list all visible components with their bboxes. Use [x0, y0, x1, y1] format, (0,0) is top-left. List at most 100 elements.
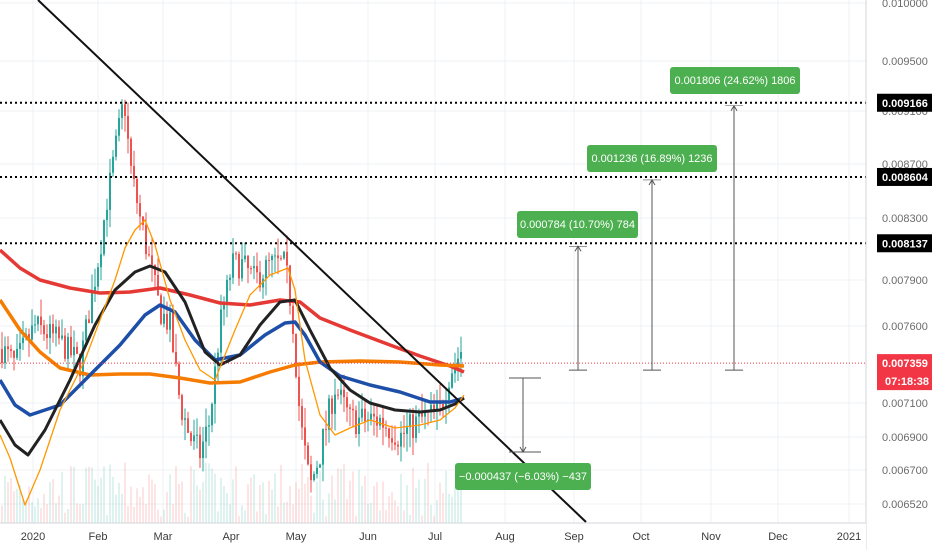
candle-body[interactable] — [445, 400, 447, 408]
candle-body[interactable] — [370, 413, 372, 420]
candle-body[interactable] — [205, 426, 207, 442]
candle-body[interactable] — [247, 255, 249, 269]
candle-body[interactable] — [10, 349, 12, 351]
candle-body[interactable] — [343, 389, 345, 398]
candle-body[interactable] — [328, 398, 330, 430]
candle-body[interactable] — [163, 313, 165, 324]
candle-body[interactable] — [52, 323, 54, 334]
candle-body[interactable] — [418, 412, 420, 417]
candle-body[interactable] — [211, 403, 213, 426]
trendline[interactable] — [37, 0, 587, 523]
candle-body[interactable] — [379, 417, 381, 426]
candle-body[interactable] — [388, 428, 390, 439]
candle-body[interactable] — [118, 117, 120, 136]
candle-body[interactable] — [301, 406, 303, 428]
candle-body[interactable] — [34, 324, 36, 326]
candle-body[interactable] — [160, 295, 162, 324]
candle-body[interactable] — [175, 351, 177, 364]
candle-body[interactable] — [394, 442, 396, 445]
candle-body[interactable] — [16, 348, 18, 358]
candle-body[interactable] — [385, 427, 387, 429]
candle-body[interactable] — [130, 138, 132, 166]
candle-body[interactable] — [106, 209, 108, 221]
candle-body[interactable] — [88, 319, 90, 324]
candle-body[interactable] — [76, 346, 78, 354]
candle-body[interactable] — [451, 373, 453, 388]
candle-body[interactable] — [391, 438, 393, 443]
candle-body[interactable] — [433, 404, 435, 411]
candle-body[interactable] — [289, 265, 291, 306]
candle-body[interactable] — [430, 404, 432, 412]
candle-body[interactable] — [262, 278, 264, 288]
candle-body[interactable] — [31, 325, 33, 340]
candle-body[interactable] — [1, 349, 3, 363]
candle-body[interactable] — [283, 251, 285, 259]
candle-body[interactable] — [64, 335, 66, 359]
candle-body[interactable] — [331, 398, 333, 414]
candle-body[interactable] — [55, 326, 57, 334]
candle-body[interactable] — [172, 312, 174, 352]
candle-body[interactable] — [226, 279, 228, 305]
candle-body[interactable] — [253, 266, 255, 269]
candle-body[interactable] — [436, 401, 438, 411]
candle-body[interactable] — [259, 272, 261, 288]
candle-body[interactable] — [121, 104, 123, 118]
candle-body[interactable] — [334, 394, 336, 414]
candle-body[interactable] — [85, 319, 87, 341]
candle-body[interactable] — [82, 340, 84, 377]
candle-body[interactable] — [424, 410, 426, 417]
candle-body[interactable] — [97, 267, 99, 287]
candle-body[interactable] — [94, 286, 96, 292]
candle-body[interactable] — [409, 414, 411, 428]
candle-body[interactable] — [241, 259, 243, 279]
candle-body[interactable] — [187, 418, 189, 433]
candle-body[interactable] — [43, 325, 45, 335]
candle-body[interactable] — [37, 316, 39, 325]
candle-body[interactable] — [304, 427, 306, 446]
candle-body[interactable] — [202, 441, 204, 459]
candle-body[interactable] — [28, 333, 30, 340]
candle-body[interactable] — [340, 389, 342, 395]
candle-body[interactable] — [376, 416, 378, 426]
candle-body[interactable] — [298, 376, 300, 407]
candle-body[interactable] — [103, 220, 105, 255]
candle-body[interactable] — [448, 387, 450, 401]
candle-body[interactable] — [322, 429, 324, 465]
candle-body[interactable] — [19, 343, 21, 349]
candle-body[interactable] — [112, 156, 114, 173]
candle-body[interactable] — [292, 305, 294, 335]
candle-body[interactable] — [238, 253, 240, 279]
candle-body[interactable] — [223, 304, 225, 310]
candle-body[interactable] — [232, 253, 234, 278]
candle-body[interactable] — [316, 467, 318, 474]
candle-body[interactable] — [244, 255, 246, 260]
candle-body[interactable] — [115, 135, 117, 157]
candle-body[interactable] — [58, 326, 60, 339]
candle-body[interactable] — [319, 464, 321, 468]
candle-body[interactable] — [346, 397, 348, 408]
candle-body[interactable] — [397, 444, 399, 447]
candle-body[interactable] — [268, 259, 270, 261]
measure-label-box[interactable] — [587, 145, 717, 172]
candle-body[interactable] — [352, 408, 354, 411]
level-price-label[interactable] — [877, 93, 932, 112]
candle-body[interactable] — [49, 323, 51, 339]
candle-body[interactable] — [361, 408, 363, 418]
candle-body[interactable] — [358, 417, 360, 434]
current-price-label[interactable] — [877, 354, 932, 391]
candle-body[interactable] — [256, 266, 258, 273]
candle-body[interactable] — [310, 464, 312, 481]
candle-body[interactable] — [325, 429, 327, 431]
candle-body[interactable] — [415, 416, 417, 439]
candle-body[interactable] — [208, 425, 210, 427]
candle-body[interactable] — [61, 335, 63, 339]
candle-body[interactable] — [154, 264, 156, 275]
candle-body[interactable] — [190, 432, 192, 442]
candle-body[interactable] — [148, 254, 150, 256]
candle-body[interactable] — [127, 115, 129, 139]
candle-body[interactable] — [373, 413, 375, 417]
candle-body[interactable] — [46, 334, 48, 339]
candle-body[interactable] — [364, 408, 366, 422]
candle-body[interactable] — [286, 251, 288, 266]
price-axis[interactable]: 0.0100000.0095000.0091000.0087000.008300… — [865, 0, 932, 550]
